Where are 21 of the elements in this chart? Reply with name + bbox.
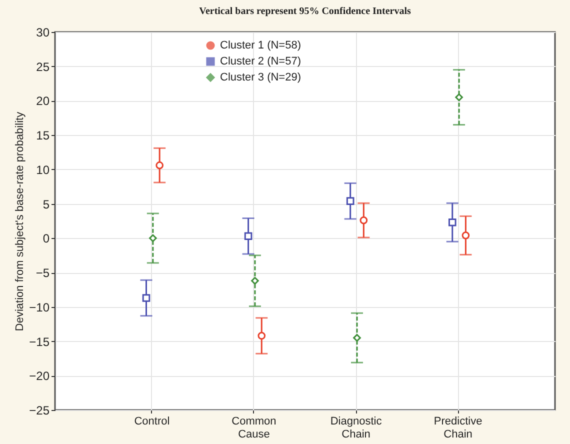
legend-label: Cluster 1 (N=58): [220, 40, 302, 52]
y-tick-label: −20: [29, 369, 50, 384]
x-tick-label: Predictive Chain: [434, 416, 482, 440]
y-tick-label: 10: [36, 162, 50, 177]
legend-label: Cluster 2 (N=57): [220, 56, 302, 68]
x-tick-label: Common Cause: [232, 416, 276, 440]
y-tick-label: −25: [29, 404, 50, 418]
chart-title: Vertical bars represent 95% Confidence Intervals: [199, 6, 411, 17]
y-axis-title: Deviation from subject's base-rate probability: [14, 111, 26, 332]
y-tick-label: 15: [36, 128, 50, 143]
y-tick-label: −10: [29, 300, 50, 314]
y-tick-label: 0: [42, 232, 50, 246]
x-tick-label: Control: [134, 416, 170, 428]
legend-label: Cluster 3 (N=29): [220, 72, 302, 84]
y-tick-label: 20: [36, 94, 50, 108]
y-tick-label: −15: [29, 334, 50, 349]
y-tick-label: 30: [36, 26, 50, 40]
x-tick-label: Diagnostic Chain: [330, 416, 382, 440]
y-tick-label: 5: [42, 197, 50, 212]
y-tick-label: 25: [36, 60, 50, 74]
y-tick-label: −5: [36, 266, 50, 280]
